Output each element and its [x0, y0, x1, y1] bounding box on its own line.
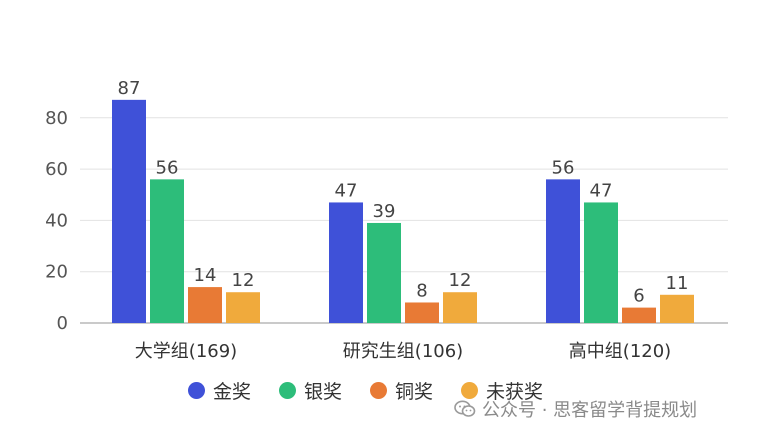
bar-chart: 0 20 40 60 80 87 47 56 56 39 47 14 8 6 12 12 11 大学组(169…: [45, 78, 728, 362]
bars: [112, 99, 694, 323]
data-label: 8: [416, 280, 427, 301]
y-tick-label: 60: [45, 159, 68, 180]
data-label: 39: [373, 201, 396, 222]
data-label: 12: [232, 270, 255, 291]
x-category-label: 研究生组(106): [343, 341, 463, 362]
legend-swatch-silver: [279, 382, 297, 399]
wechat-icon: [454, 400, 476, 417]
legend-swatch-gold: [188, 382, 205, 399]
y-tick-label: 40: [45, 210, 68, 231]
x-axis-categories: 大学组(169) 研究生组(106) 高中组(120): [135, 341, 671, 362]
data-label: 11: [666, 273, 689, 294]
data-label: 47: [590, 180, 613, 201]
watermark: 公众号 · 思客留学背提规划: [454, 396, 697, 422]
x-category-label: 高中组(120): [569, 341, 671, 362]
bar[interactable]: [443, 292, 477, 323]
legend: 金奖 银奖 铜奖 未获奖: [188, 377, 543, 404]
data-labels: 87 47 56 56 39 47 14 8 6 12 12 11: [118, 78, 689, 307]
legend-label: 银奖: [304, 381, 343, 403]
data-label: 12: [449, 270, 472, 291]
legend-swatch-none: [461, 382, 479, 399]
data-label: 47: [335, 180, 358, 201]
y-tick-label: 80: [45, 108, 68, 129]
data-label: 87: [118, 78, 141, 99]
bar[interactable]: [546, 179, 580, 323]
legend-label: 金奖: [213, 381, 252, 403]
legend-label: 未获奖: [486, 381, 544, 403]
bar[interactable]: [329, 202, 363, 323]
y-tick-label: 20: [45, 262, 68, 283]
bar[interactable]: [584, 202, 618, 323]
legend-item-gold[interactable]: 金奖: [188, 377, 251, 404]
watermark-text: 公众号 · 思客留学背提规划: [482, 400, 698, 421]
x-category-label: 大学组(169): [135, 341, 237, 362]
bar[interactable]: [112, 99, 146, 323]
bar[interactable]: [367, 222, 401, 323]
bar[interactable]: [660, 294, 694, 323]
bar[interactable]: [226, 292, 260, 323]
y-tick-label: 0: [57, 313, 68, 334]
bar[interactable]: [188, 287, 222, 323]
gridlines: [80, 117, 728, 324]
bar[interactable]: [150, 179, 184, 323]
y-axis-ticks: 0 20 40 60 80: [45, 108, 68, 334]
data-label: 56: [156, 157, 179, 178]
data-label: 14: [194, 265, 217, 286]
bar[interactable]: [622, 307, 656, 323]
data-label: 6: [633, 286, 644, 307]
legend-item-silver[interactable]: 银奖: [279, 377, 342, 404]
data-label: 56: [552, 157, 575, 178]
legend-swatch-bronze: [370, 382, 388, 399]
legend-label: 铜奖: [395, 381, 434, 403]
legend-item-none[interactable]: 未获奖: [461, 377, 543, 404]
bar[interactable]: [405, 302, 439, 323]
legend-item-bronze[interactable]: 铜奖: [370, 377, 433, 404]
